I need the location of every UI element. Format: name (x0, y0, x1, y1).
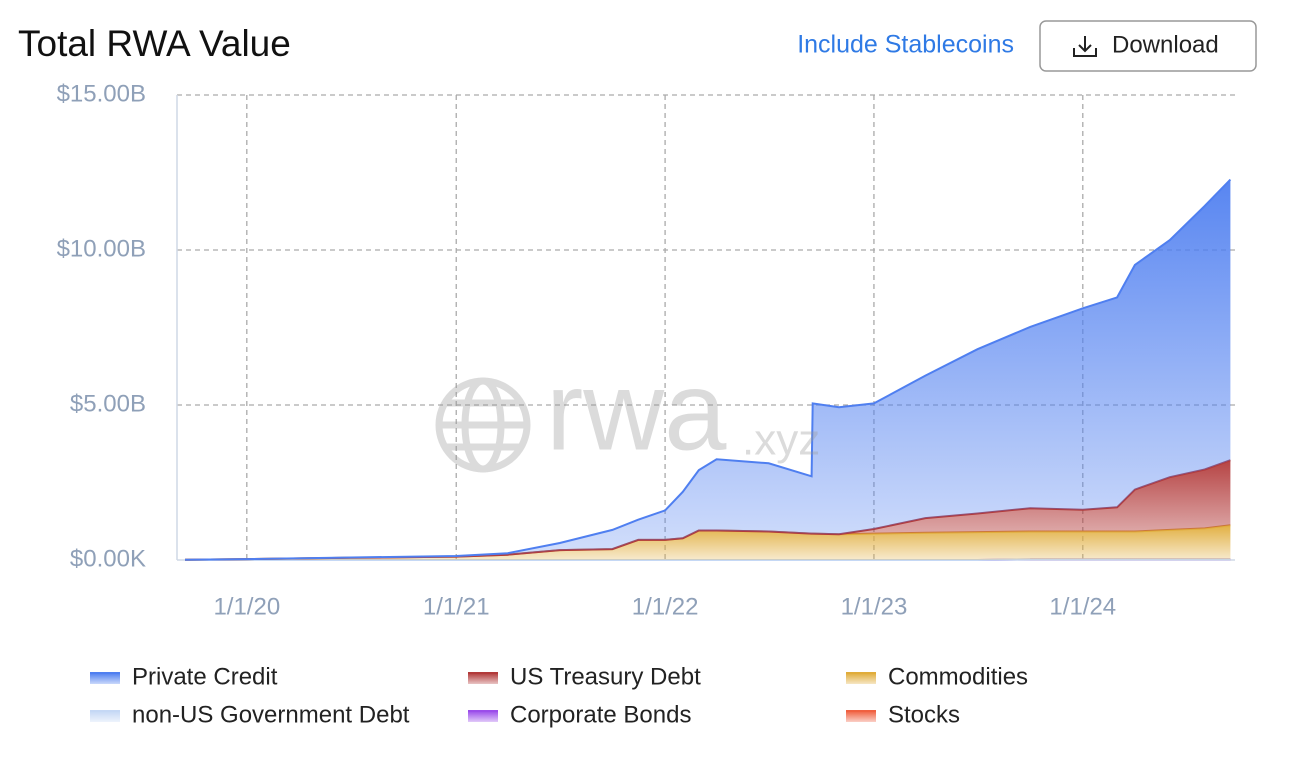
button-label[interactable]: Download (1112, 31, 1219, 58)
legend-swatch (846, 673, 876, 684)
plot-area: $0.00K $5.00B $10.00B $15.00B 1/1/20 1/1/21 1/… (57, 80, 1235, 620)
button-frame[interactable] (1039, 20, 1257, 72)
legend-swatch (90, 711, 120, 722)
watermark-text: rwa (546, 349, 727, 474)
x-tick-label: 1/1/23 (841, 593, 908, 620)
legend-swatch (846, 711, 876, 722)
download-icon (1073, 36, 1097, 57)
watermark: rwa .xyz (435, 349, 820, 474)
series-line (184, 178, 1232, 561)
legend-label: Private Credit (132, 663, 278, 690)
legend-swatch (468, 673, 498, 684)
legend-label: Commodities (888, 663, 1028, 690)
download-button[interactable]: Download (1039, 20, 1257, 72)
legend: Private Credit US Treasury Debt Commoditie… (90, 663, 1028, 728)
legend-swatch (468, 711, 498, 722)
legend-label: Stocks (888, 701, 960, 728)
legend-label: non-US Government Debt (132, 701, 410, 728)
legend-label: Corporate Bonds (510, 701, 691, 728)
y-tick-label: $5.00B (70, 390, 146, 417)
y-tick-label: $10.00B (57, 235, 146, 262)
chart-title: Total RWA Value (18, 23, 291, 64)
x-tick-label: 1/1/22 (632, 593, 699, 620)
watermark-globe (435, 377, 531, 473)
stablecoin-toggle[interactable]: Include Stablecoins (797, 31, 1014, 59)
y-tick-label: $0.00K (70, 545, 146, 572)
area-fill (185, 525, 1231, 560)
legend-swatch (90, 673, 120, 684)
legend-label: US Treasury Debt (510, 663, 701, 690)
watermark-suffix: .xyz (742, 416, 820, 465)
y-tick-label: $15.00B (57, 80, 146, 107)
x-tick-label: 1/1/21 (423, 593, 490, 620)
x-tick-label: 1/1/24 (1049, 593, 1116, 620)
x-tick-label: 1/1/20 (213, 593, 280, 620)
area-fill (185, 179, 1231, 560)
